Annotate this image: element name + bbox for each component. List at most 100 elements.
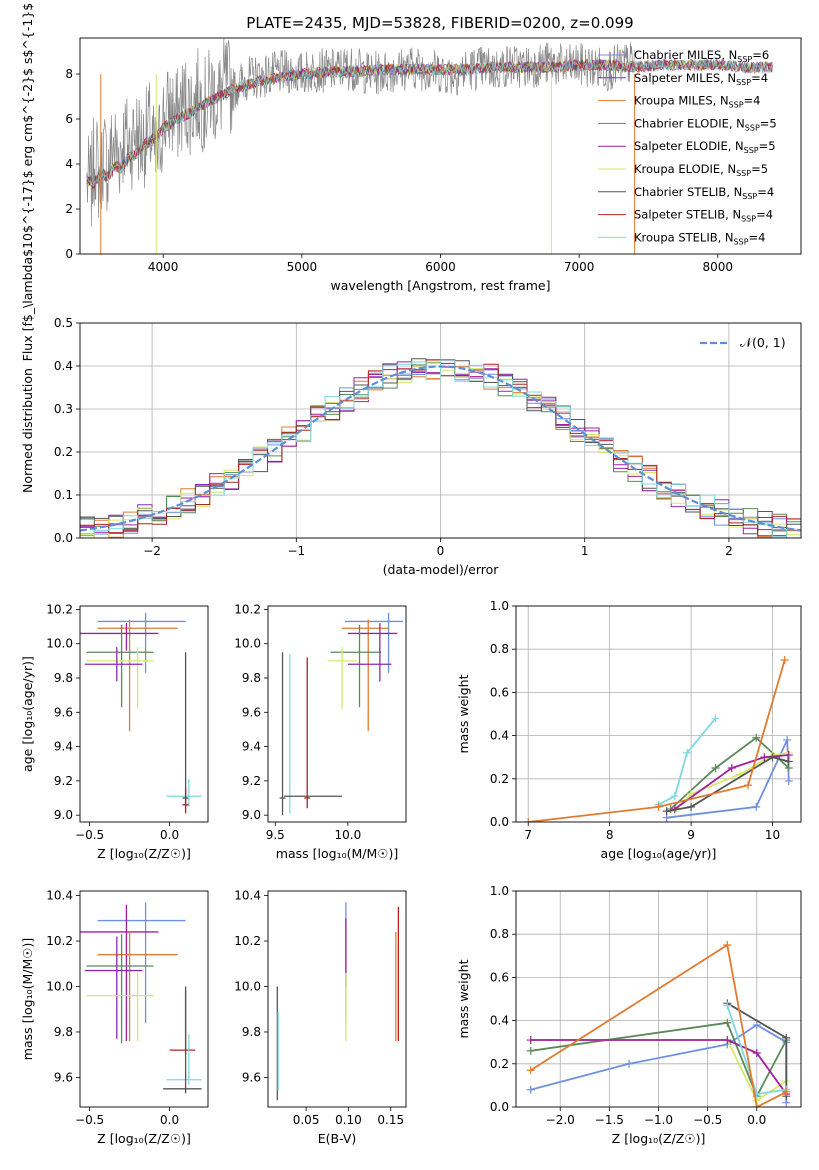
legend-subscript: SSP <box>737 55 752 64</box>
y-tick-label: 0.2 <box>490 772 509 786</box>
y-tick-label: 9.4 <box>242 740 261 754</box>
plus-marker <box>670 792 679 801</box>
y-tick-label: 0.8 <box>490 642 509 656</box>
y-tick-label: 10.0 <box>234 979 261 993</box>
axes-frame <box>79 605 209 823</box>
plot-area <box>80 323 801 538</box>
plus-marker <box>524 818 533 822</box>
y-tick-label: 0.4 <box>490 729 509 743</box>
y-tick-label: 9.0 <box>54 808 73 822</box>
plus-marker <box>683 748 691 757</box>
axes-frame <box>267 605 407 823</box>
plus-marker <box>784 776 793 785</box>
plus-marker <box>752 802 761 811</box>
legend-label: Chabrier ELODIE, NSSP=5 <box>634 116 777 132</box>
y-tick-label: 10.2 <box>234 934 261 948</box>
y-tick-label: 9.4 <box>54 740 73 754</box>
panel-mass_vs_Z: −0.5 0.0 9.6 9.8 10.0 10.2 10.4 Z [log₁₀(Z/Z☉)]… <box>20 889 209 1146</box>
x-axis-label: E(B-V) <box>318 1131 357 1146</box>
x-tick-label: −0.5 <box>693 1113 722 1127</box>
legend-subscript: SSP <box>744 146 759 155</box>
plus-marker <box>526 1085 535 1094</box>
x-tick-label: 9 <box>687 828 695 842</box>
plus-marker <box>723 1018 732 1027</box>
legend-suffix: =4 <box>749 230 766 244</box>
legend-label: Kroupa STELIB, NSSP=4 <box>634 230 765 246</box>
weight-line <box>666 756 790 813</box>
weight-line <box>658 717 717 806</box>
y-tick-label: 9.2 <box>242 774 261 788</box>
plot-area <box>86 38 773 254</box>
x-tick-label: 4000 <box>148 260 179 274</box>
x-tick-label: −2 <box>143 544 161 558</box>
y-axis-label: mass weight <box>456 959 471 1038</box>
plot-area <box>279 612 404 816</box>
legend-label: Chabrier STELIB, NSSP=4 <box>634 185 774 201</box>
x-axis-label: wavelength [Angstrom, rest frame] <box>330 278 550 293</box>
y-tick-label: 6 <box>65 112 73 126</box>
y-tick-label: 9.8 <box>54 1025 73 1039</box>
x-axis-label: Z [log₁₀(Z/Z☉)] <box>97 846 191 861</box>
legend-subscript: SSP <box>729 101 744 110</box>
legend-label: Kroupa ELODIE, NSSP=5 <box>634 162 768 178</box>
x-tick-label: 6000 <box>425 260 456 274</box>
y-tick-label: 9.6 <box>54 705 73 719</box>
weight-line <box>530 943 787 1107</box>
plot-area <box>516 606 801 822</box>
x-tick-label: 9.5 <box>266 828 285 842</box>
axes-frame <box>515 890 802 1108</box>
x-tick-label: −1 <box>287 544 305 558</box>
legend-suffix: =5 <box>760 116 777 130</box>
x-tick-label: 0.0 <box>160 828 179 842</box>
x-tick-label: 0.15 <box>377 1113 404 1127</box>
y-tick-label: 9.6 <box>54 1070 73 1084</box>
plot-area <box>80 612 202 814</box>
y-tick-label: 0.8 <box>490 927 509 941</box>
model-line <box>86 58 773 187</box>
y-tick-label: 1.0 <box>490 884 509 898</box>
plus-marker <box>784 757 793 766</box>
y-tick-label: 0.6 <box>490 970 509 984</box>
legend-subscript: SSP <box>742 192 757 201</box>
y-tick-label: 9.8 <box>54 671 73 685</box>
legend-suffix: =5 <box>751 162 768 176</box>
y-tick-label: 10.0 <box>46 979 73 993</box>
histogram-step <box>80 359 801 538</box>
x-axis-label: age [log₁₀(age/yr)] <box>601 846 717 861</box>
y-tick-label: 8 <box>65 67 73 81</box>
y-axis-label: mass [log₁₀(M/M☉)] <box>20 938 35 1060</box>
axes-frame <box>267 890 407 1108</box>
legend-subscript: SSP <box>736 78 751 87</box>
y-tick-label: 0.0 <box>54 531 73 545</box>
plus-marker <box>782 1087 791 1096</box>
x-tick-label: 0.05 <box>293 1113 320 1127</box>
y-axis-label: age [log₁₀(age/yr)] <box>20 656 35 772</box>
x-tick-label: 0.0 <box>160 1113 179 1127</box>
legend-subscript: SSP <box>745 123 760 132</box>
y-tick-label: 0.4 <box>490 1014 509 1028</box>
plus-marker <box>662 807 671 816</box>
x-axis-label: (data-model)/error <box>383 562 500 577</box>
y-tick-label: 4 <box>65 157 73 171</box>
charts: 4000 5000 6000 7000 8000 0 2 4 6 8 wavelength [Ang… <box>20 0 802 1146</box>
normal-curve <box>80 365 801 532</box>
legend-label: Salpeter MILES, NSSP=4 <box>634 71 768 87</box>
legend-suffix: =6 <box>752 48 769 62</box>
x-tick-label: 1 <box>581 544 589 558</box>
plus-marker <box>711 714 720 723</box>
weight-line <box>530 1021 788 1099</box>
x-axis-label: Z [log₁₀(Z/Z☉)] <box>97 1131 191 1146</box>
legend-subscript: SSP <box>734 237 749 246</box>
legend-label: Chabrier MILES, NSSP=6 <box>634 48 769 64</box>
y-tick-label: 0 <box>65 247 73 261</box>
y-tick-label: 0.0 <box>490 815 509 829</box>
y-tick-label: 10.0 <box>234 637 261 651</box>
y-tick-label: 9.6 <box>242 1070 261 1084</box>
legend-suffix: =5 <box>759 139 776 153</box>
y-tick-label: 9.2 <box>54 774 73 788</box>
panel-age_vs_mass: 9.5 10.0 9.0 9.2 9.4 9.6 9.8 10.0 10.2 mass [log₁… <box>234 602 407 861</box>
legend-suffix: =4 <box>757 185 774 199</box>
plus-marker <box>654 802 663 811</box>
panel-weight_vs_age: 7 8 9 10 0.0 0.2 0.4 0.6 0.8 1.0 age [log₁₀(age/yr… <box>456 599 802 861</box>
